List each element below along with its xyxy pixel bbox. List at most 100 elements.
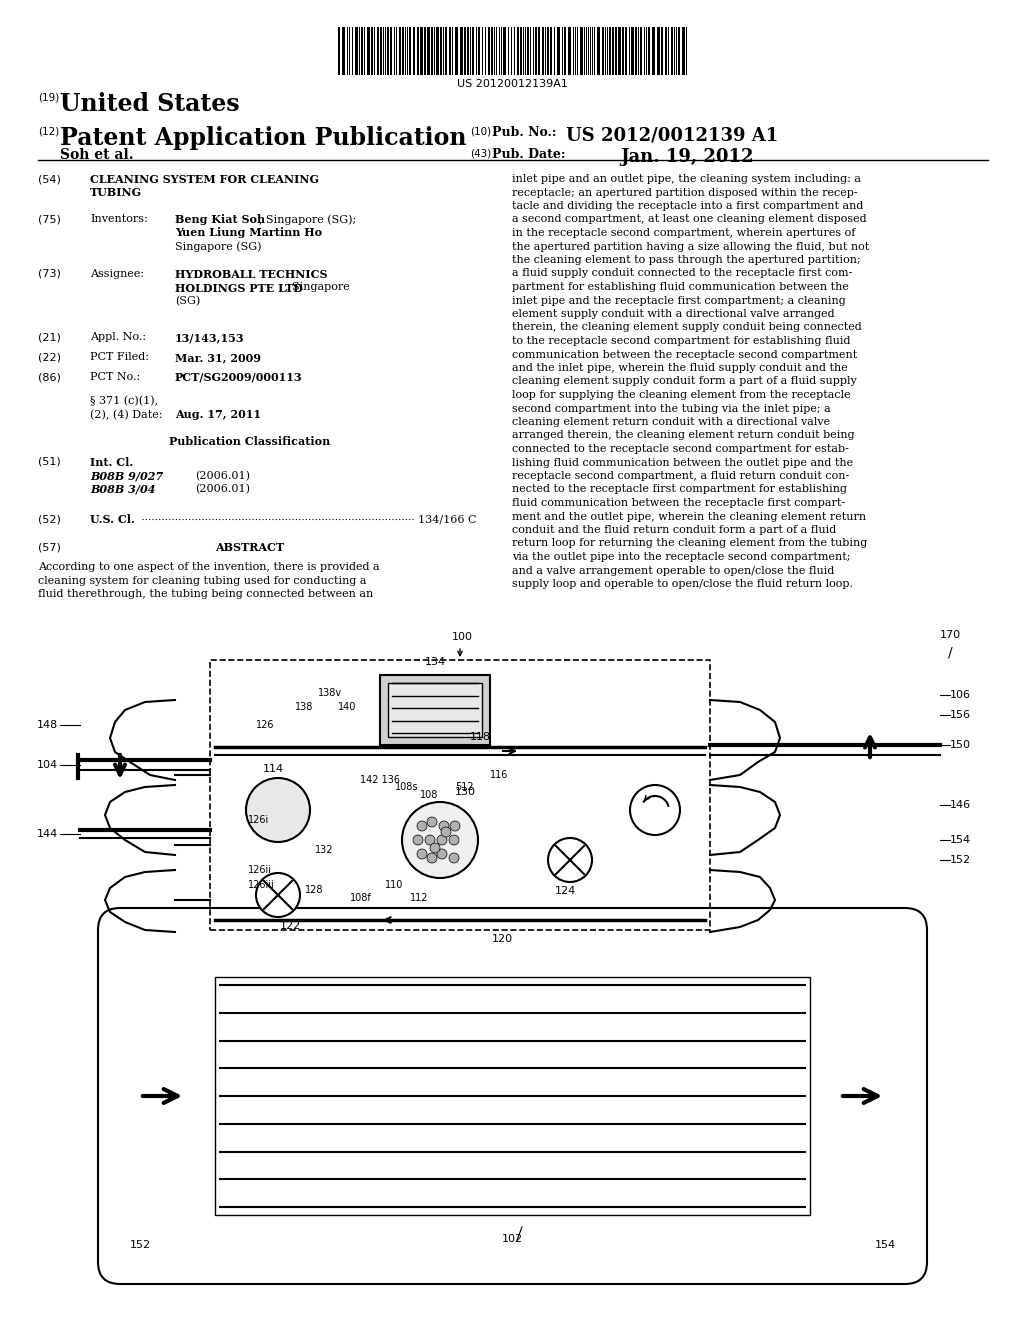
Text: United States: United States (60, 92, 240, 116)
Text: (54): (54) (38, 174, 60, 183)
Text: 126ii: 126ii (248, 865, 272, 875)
Bar (488, 26, 490, 75)
Text: According to one aspect of the invention, there is provided a: According to one aspect of the invention… (38, 562, 380, 572)
Bar (424, 26, 426, 75)
Bar (388, 682, 482, 737)
Bar (445, 26, 447, 75)
Text: 152: 152 (130, 1239, 152, 1250)
Bar (535, 26, 537, 75)
Bar (380, 675, 490, 744)
Text: 122: 122 (280, 921, 301, 931)
Bar (436, 26, 439, 75)
Circle shape (417, 849, 427, 859)
Text: Appl. No.:: Appl. No.: (90, 333, 146, 342)
Circle shape (548, 838, 592, 882)
Bar (399, 26, 401, 75)
Text: a second compartment, at least one cleaning element disposed: a second compartment, at least one clean… (512, 214, 866, 224)
Text: , Singapore: , Singapore (285, 282, 350, 293)
Text: 134: 134 (424, 657, 445, 667)
Text: fluid communication between the receptacle first compart-: fluid communication between the receptac… (512, 498, 845, 508)
Bar (338, 26, 340, 75)
Text: conduit and the fluid return conduit form a part of a fluid: conduit and the fluid return conduit for… (512, 525, 837, 535)
Text: 108s: 108s (395, 781, 419, 792)
Text: and the inlet pipe, wherein the fluid supply conduit and the: and the inlet pipe, wherein the fluid su… (512, 363, 848, 374)
Bar (472, 26, 474, 75)
Bar (615, 26, 617, 75)
Text: ABSTRACT: ABSTRACT (215, 543, 285, 553)
Bar (420, 26, 423, 75)
Text: return loop for returning the cleaning element from the tubing: return loop for returning the cleaning e… (512, 539, 867, 549)
Text: 110: 110 (385, 880, 403, 890)
Text: PCT/SG2009/000113: PCT/SG2009/000113 (175, 372, 303, 383)
Text: the cleaning element to pass through the apertured partition;: the cleaning element to pass through the… (512, 255, 861, 265)
Bar (609, 26, 611, 75)
Text: 154: 154 (950, 836, 971, 845)
Circle shape (427, 817, 437, 828)
Bar (371, 26, 373, 75)
Circle shape (449, 853, 459, 863)
Bar (367, 26, 370, 75)
Bar (648, 26, 650, 75)
Bar (597, 26, 600, 75)
Text: second compartment into the tubing via the inlet pipe; a: second compartment into the tubing via t… (512, 404, 830, 413)
Bar (635, 26, 637, 75)
Text: 140: 140 (338, 702, 356, 711)
Text: /: / (948, 645, 952, 659)
Text: Aug. 17, 2011: Aug. 17, 2011 (175, 409, 261, 421)
Bar (631, 26, 634, 75)
Text: 150: 150 (950, 741, 971, 750)
Text: (73): (73) (38, 269, 60, 279)
Bar (455, 26, 458, 75)
Bar (390, 26, 392, 75)
Bar (652, 26, 655, 75)
Text: (21): (21) (38, 333, 60, 342)
Text: therein, the cleaning element supply conduit being connected: therein, the cleaning element supply con… (512, 322, 862, 333)
Text: (51): (51) (38, 457, 60, 467)
Bar (377, 26, 379, 75)
Text: US 20120012139A1: US 20120012139A1 (457, 79, 567, 88)
Text: 154: 154 (874, 1239, 896, 1250)
Bar (665, 26, 667, 75)
Text: B08B 9/027: B08B 9/027 (90, 470, 163, 482)
Bar (622, 26, 624, 75)
Bar (612, 26, 614, 75)
Circle shape (246, 777, 310, 842)
Text: PCT No.:: PCT No.: (90, 372, 140, 381)
Bar (478, 26, 480, 75)
Bar (602, 26, 604, 75)
Text: (2), (4) Date:: (2), (4) Date: (90, 409, 163, 420)
Text: 102: 102 (502, 1234, 523, 1243)
Bar (460, 26, 463, 75)
Text: Assignee:: Assignee: (90, 269, 144, 279)
Circle shape (437, 849, 447, 859)
Text: 132: 132 (315, 845, 334, 855)
Text: receptacle; an apertured partition disposed within the recep-: receptacle; an apertured partition dispo… (512, 187, 858, 198)
Text: 126iii: 126iii (248, 880, 274, 890)
Bar (657, 26, 660, 75)
Circle shape (430, 843, 440, 853)
Bar (409, 26, 411, 75)
Bar (564, 26, 566, 75)
Text: 170: 170 (940, 630, 962, 640)
Bar (557, 26, 560, 75)
Bar (678, 26, 680, 75)
Text: (22): (22) (38, 352, 61, 362)
Circle shape (437, 836, 447, 845)
Text: connected to the receptacle second compartment for estab-: connected to the receptacle second compa… (512, 444, 849, 454)
Bar (503, 26, 506, 75)
Text: (52): (52) (38, 513, 60, 524)
Bar (640, 26, 642, 75)
FancyBboxPatch shape (98, 908, 927, 1284)
Text: supply loop and operable to open/close the fluid return loop.: supply loop and operable to open/close t… (512, 579, 853, 589)
Text: 146: 146 (950, 800, 971, 810)
Bar (210, 660, 710, 931)
Text: inlet pipe and an outlet pipe, the cleaning system including: a: inlet pipe and an outlet pipe, the clean… (512, 174, 861, 183)
Text: Pub. No.:: Pub. No.: (492, 125, 556, 139)
Text: Singapore (SG): Singapore (SG) (175, 242, 261, 252)
Text: 126: 126 (256, 719, 274, 730)
Text: 112: 112 (410, 894, 428, 903)
Text: cleaning element return conduit with a directional valve: cleaning element return conduit with a d… (512, 417, 830, 426)
Bar (538, 26, 540, 75)
Text: 108f: 108f (350, 894, 372, 903)
Text: loop for supplying the cleaning element from the receptacle: loop for supplying the cleaning element … (512, 389, 851, 400)
